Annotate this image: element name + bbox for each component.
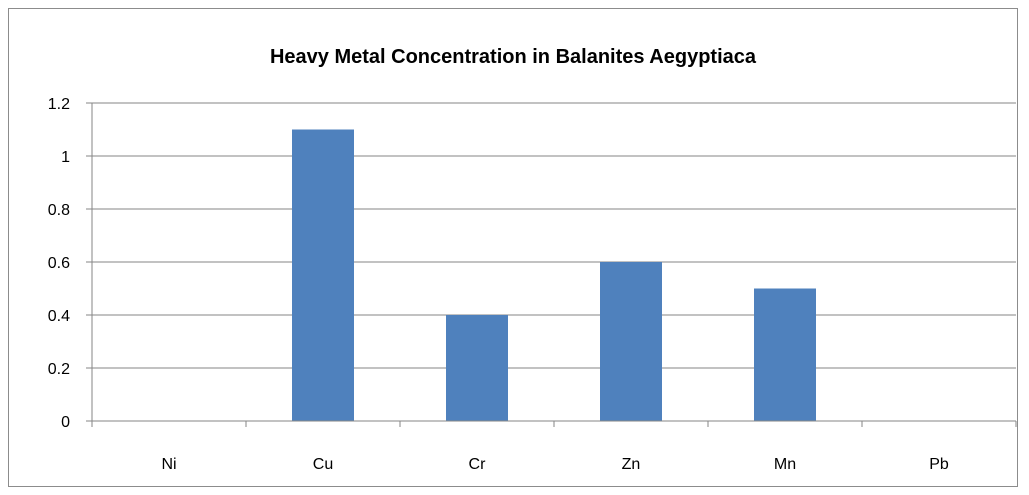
bar-mn	[754, 288, 816, 421]
x-tick-label: Mn	[774, 456, 796, 473]
bar-cr	[446, 315, 508, 421]
x-tick-label: Ni	[161, 456, 176, 473]
y-tick-label: 0.8	[48, 202, 70, 219]
x-tick-label: Cu	[313, 456, 333, 473]
y-tick-label: 1	[61, 149, 70, 166]
y-tick-label: 0.2	[48, 361, 70, 378]
axes	[86, 102, 1017, 427]
x-tick-label: Cr	[469, 456, 487, 473]
gridlines	[92, 102, 1016, 369]
y-tick-label: 0.6	[48, 255, 70, 272]
y-tick-labels: 0 0.2 0.4 0.6 0.8 1 1.2	[48, 96, 70, 431]
chart-title: Heavy Metal Concentration in Balanites A…	[269, 46, 757, 68]
bar-cu	[292, 129, 354, 421]
x-tick-label: Pb	[929, 456, 949, 473]
y-tick-label: 1.2	[48, 96, 70, 113]
x-tick-label: Zn	[622, 456, 641, 473]
bar-zn	[600, 262, 662, 421]
y-tick-label: 0	[61, 414, 70, 431]
x-tick-labels: Ni Cu Cr Zn Mn Pb	[161, 456, 948, 473]
bars	[292, 129, 816, 421]
y-tick-label: 0.4	[48, 308, 70, 325]
chart-frame	[8, 8, 1018, 487]
